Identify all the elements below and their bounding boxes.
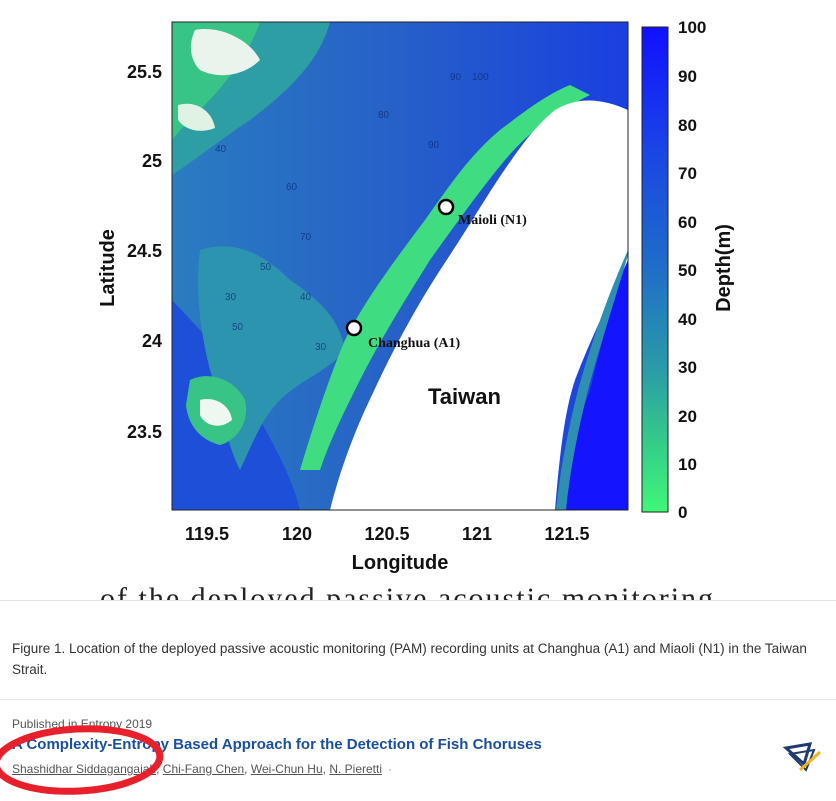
svg-text:40: 40 (215, 144, 227, 155)
contour-labels: 90 100 90 80 40 30 50 60 70 50 40 30 (215, 72, 489, 353)
colorbar-tick: 0 (678, 503, 687, 522)
author-link[interactable]: Chi-Fang Chen (162, 762, 245, 776)
published-info: Published in Entropy 2019 (12, 717, 153, 731)
colorbar-tick: 90 (678, 67, 697, 86)
x-axis-title: Longitude (352, 552, 449, 574)
colorbar-tick: 50 (678, 261, 697, 280)
cropped-body-text: of the deployed passive acoustic monitor… (100, 582, 716, 604)
x-tick: 121 (462, 524, 492, 544)
svg-text:50: 50 (260, 262, 272, 273)
svg-text:90: 90 (450, 72, 462, 83)
figure-caption: Figure 1. Location of the deployed passi… (12, 641, 807, 677)
author-link[interactable]: Wei-Chun Hu (250, 762, 323, 776)
author-link[interactable]: N. Pieretti (329, 762, 383, 776)
colorbar-tick: 70 (678, 164, 697, 183)
y-tick: 24.5 (127, 241, 162, 261)
author-link[interactable]: Shashidhar Siddagangaiah (12, 762, 157, 776)
svg-text:Changhua (A1): Changhua (A1) (368, 336, 461, 351)
svg-text:100: 100 (472, 72, 489, 83)
y-axis-title: Latitude (97, 229, 119, 307)
x-tick: 121.5 (544, 524, 589, 544)
map-plot-area (171, 21, 629, 511)
y-tick: 23.5 (127, 422, 162, 442)
site-maioli: Maioli (N1) (437, 198, 527, 228)
colorbar-tick: 60 (678, 213, 697, 232)
svg-text:40: 40 (300, 292, 312, 303)
x-axis: 119.5 120 120.5 121 121.5 Longitude (185, 524, 590, 574)
island-label: Taiwan (428, 384, 501, 409)
colorbar: 100 90 80 70 60 50 40 30 20 10 0 Depth(m… (641, 18, 735, 522)
figure-image: 90 100 90 80 40 30 50 60 70 50 40 30 Mai… (97, 18, 735, 574)
svg-text:Maioli (N1): Maioli (N1) (458, 213, 527, 228)
x-tick: 119.5 (185, 524, 229, 544)
y-axis: 25.5 25 24.5 24 23.5 Latitude (97, 62, 162, 442)
svg-text:30: 30 (225, 292, 237, 303)
colorbar-tick: 30 (678, 358, 697, 377)
svg-text:60: 60 (286, 182, 298, 193)
y-tick: 24 (142, 331, 162, 351)
svg-text:80: 80 (378, 110, 390, 121)
publisher-logo-icon[interactable] (780, 740, 824, 776)
colorbar-title: Depth(m) (713, 224, 735, 312)
site-changhua: Changhua (A1) (345, 319, 461, 351)
colorbar-tick: 10 (678, 455, 697, 474)
author-list: Shashidhar Siddagangaiah, Chi-Fang Chen,… (12, 762, 392, 776)
svg-text:70: 70 (300, 232, 312, 243)
svg-text:90: 90 (428, 140, 440, 151)
x-tick: 120 (282, 524, 312, 544)
svg-text:50: 50 (232, 322, 244, 333)
author-separator: , (322, 762, 330, 776)
paper-title-link[interactable]: A Complexity-Entropy Based Approach for … (12, 736, 542, 753)
y-tick: 25.5 (127, 62, 162, 82)
author-separator: , (156, 762, 163, 776)
trailing-dot: · (388, 762, 393, 776)
colorbar-tick: 20 (678, 407, 697, 426)
svg-text:30: 30 (315, 342, 327, 353)
colorbar-tick: 100 (678, 18, 706, 37)
y-tick: 25 (142, 151, 162, 171)
divider (0, 699, 836, 700)
colorbar-tick: 80 (678, 116, 697, 135)
x-tick: 120.5 (364, 524, 409, 544)
colorbar-tick: 40 (678, 310, 697, 329)
author-separator: , (244, 762, 251, 776)
depth-map-figure: 90 100 90 80 40 30 50 60 70 50 40 30 Mai… (97, 18, 735, 574)
